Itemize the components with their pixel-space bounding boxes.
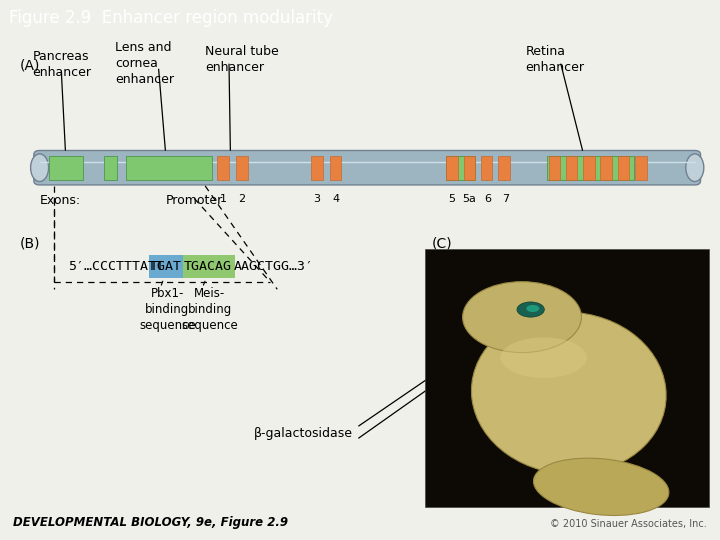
Text: Pbx1-
binding
sequence: Pbx1- binding sequence bbox=[139, 287, 196, 332]
Text: TGAT: TGAT bbox=[150, 260, 181, 273]
Text: (C): (C) bbox=[432, 236, 453, 250]
Bar bbox=[311, 156, 323, 180]
Text: Exons:: Exons: bbox=[40, 193, 81, 206]
Text: © 2010 Sinauer Associates, Inc.: © 2010 Sinauer Associates, Inc. bbox=[550, 519, 707, 529]
Ellipse shape bbox=[685, 154, 703, 181]
Text: 3: 3 bbox=[313, 193, 320, 204]
Text: Figure 2.9  Enhancer region modularity: Figure 2.9 Enhancer region modularity bbox=[9, 9, 333, 28]
Text: Meis-
binding
sequence: Meis- binding sequence bbox=[181, 287, 238, 332]
Bar bbox=[446, 156, 475, 180]
FancyBboxPatch shape bbox=[183, 255, 235, 278]
Ellipse shape bbox=[463, 282, 582, 353]
Bar bbox=[330, 156, 341, 180]
Bar bbox=[547, 156, 634, 180]
Ellipse shape bbox=[526, 305, 539, 312]
Text: 5a: 5a bbox=[462, 193, 477, 204]
Ellipse shape bbox=[517, 302, 544, 317]
FancyBboxPatch shape bbox=[149, 255, 184, 278]
Text: 6: 6 bbox=[485, 193, 492, 204]
Text: (A): (A) bbox=[20, 59, 40, 73]
Text: AAGCTGG…3′: AAGCTGG…3′ bbox=[234, 260, 314, 273]
Bar bbox=[618, 156, 629, 180]
Ellipse shape bbox=[30, 154, 49, 181]
Text: Retina
enhancer: Retina enhancer bbox=[526, 45, 585, 73]
Text: Promoter: Promoter bbox=[166, 193, 223, 206]
Text: 4: 4 bbox=[332, 193, 339, 204]
Text: Neural tube
enhancer: Neural tube enhancer bbox=[205, 45, 279, 73]
Ellipse shape bbox=[500, 338, 587, 378]
Text: Lens and
cornea
enhancer: Lens and cornea enhancer bbox=[115, 41, 174, 86]
Text: 5′…CCCTTTATT: 5′…CCCTTTATT bbox=[68, 260, 164, 273]
Bar bbox=[464, 156, 475, 180]
Bar bbox=[498, 156, 510, 180]
Text: 5: 5 bbox=[449, 193, 456, 204]
Bar bbox=[126, 156, 212, 180]
Bar bbox=[549, 156, 560, 180]
Text: TGACAG: TGACAG bbox=[184, 260, 232, 273]
Bar bbox=[481, 156, 492, 180]
Ellipse shape bbox=[534, 458, 669, 516]
Text: 7: 7 bbox=[502, 193, 509, 204]
Bar bbox=[635, 156, 647, 180]
Bar bbox=[49, 156, 83, 180]
FancyBboxPatch shape bbox=[34, 151, 701, 185]
Bar bbox=[236, 156, 248, 180]
Text: 1: 1 bbox=[220, 193, 227, 204]
Text: (B): (B) bbox=[20, 236, 40, 250]
Bar bbox=[583, 156, 595, 180]
Bar bbox=[104, 156, 117, 180]
Bar bbox=[217, 156, 229, 180]
Text: 2: 2 bbox=[238, 193, 246, 204]
Bar bbox=[600, 156, 612, 180]
Text: β-galactosidase: β-galactosidase bbox=[254, 427, 353, 440]
Text: Pancreas
enhancer: Pancreas enhancer bbox=[32, 50, 91, 79]
Text: DEVELOPMENTAL BIOLOGY, 9e, Figure 2.9: DEVELOPMENTAL BIOLOGY, 9e, Figure 2.9 bbox=[13, 516, 288, 529]
Ellipse shape bbox=[472, 312, 666, 474]
Bar bbox=[566, 156, 577, 180]
Bar bbox=[446, 156, 458, 180]
Bar bbox=[425, 249, 709, 507]
